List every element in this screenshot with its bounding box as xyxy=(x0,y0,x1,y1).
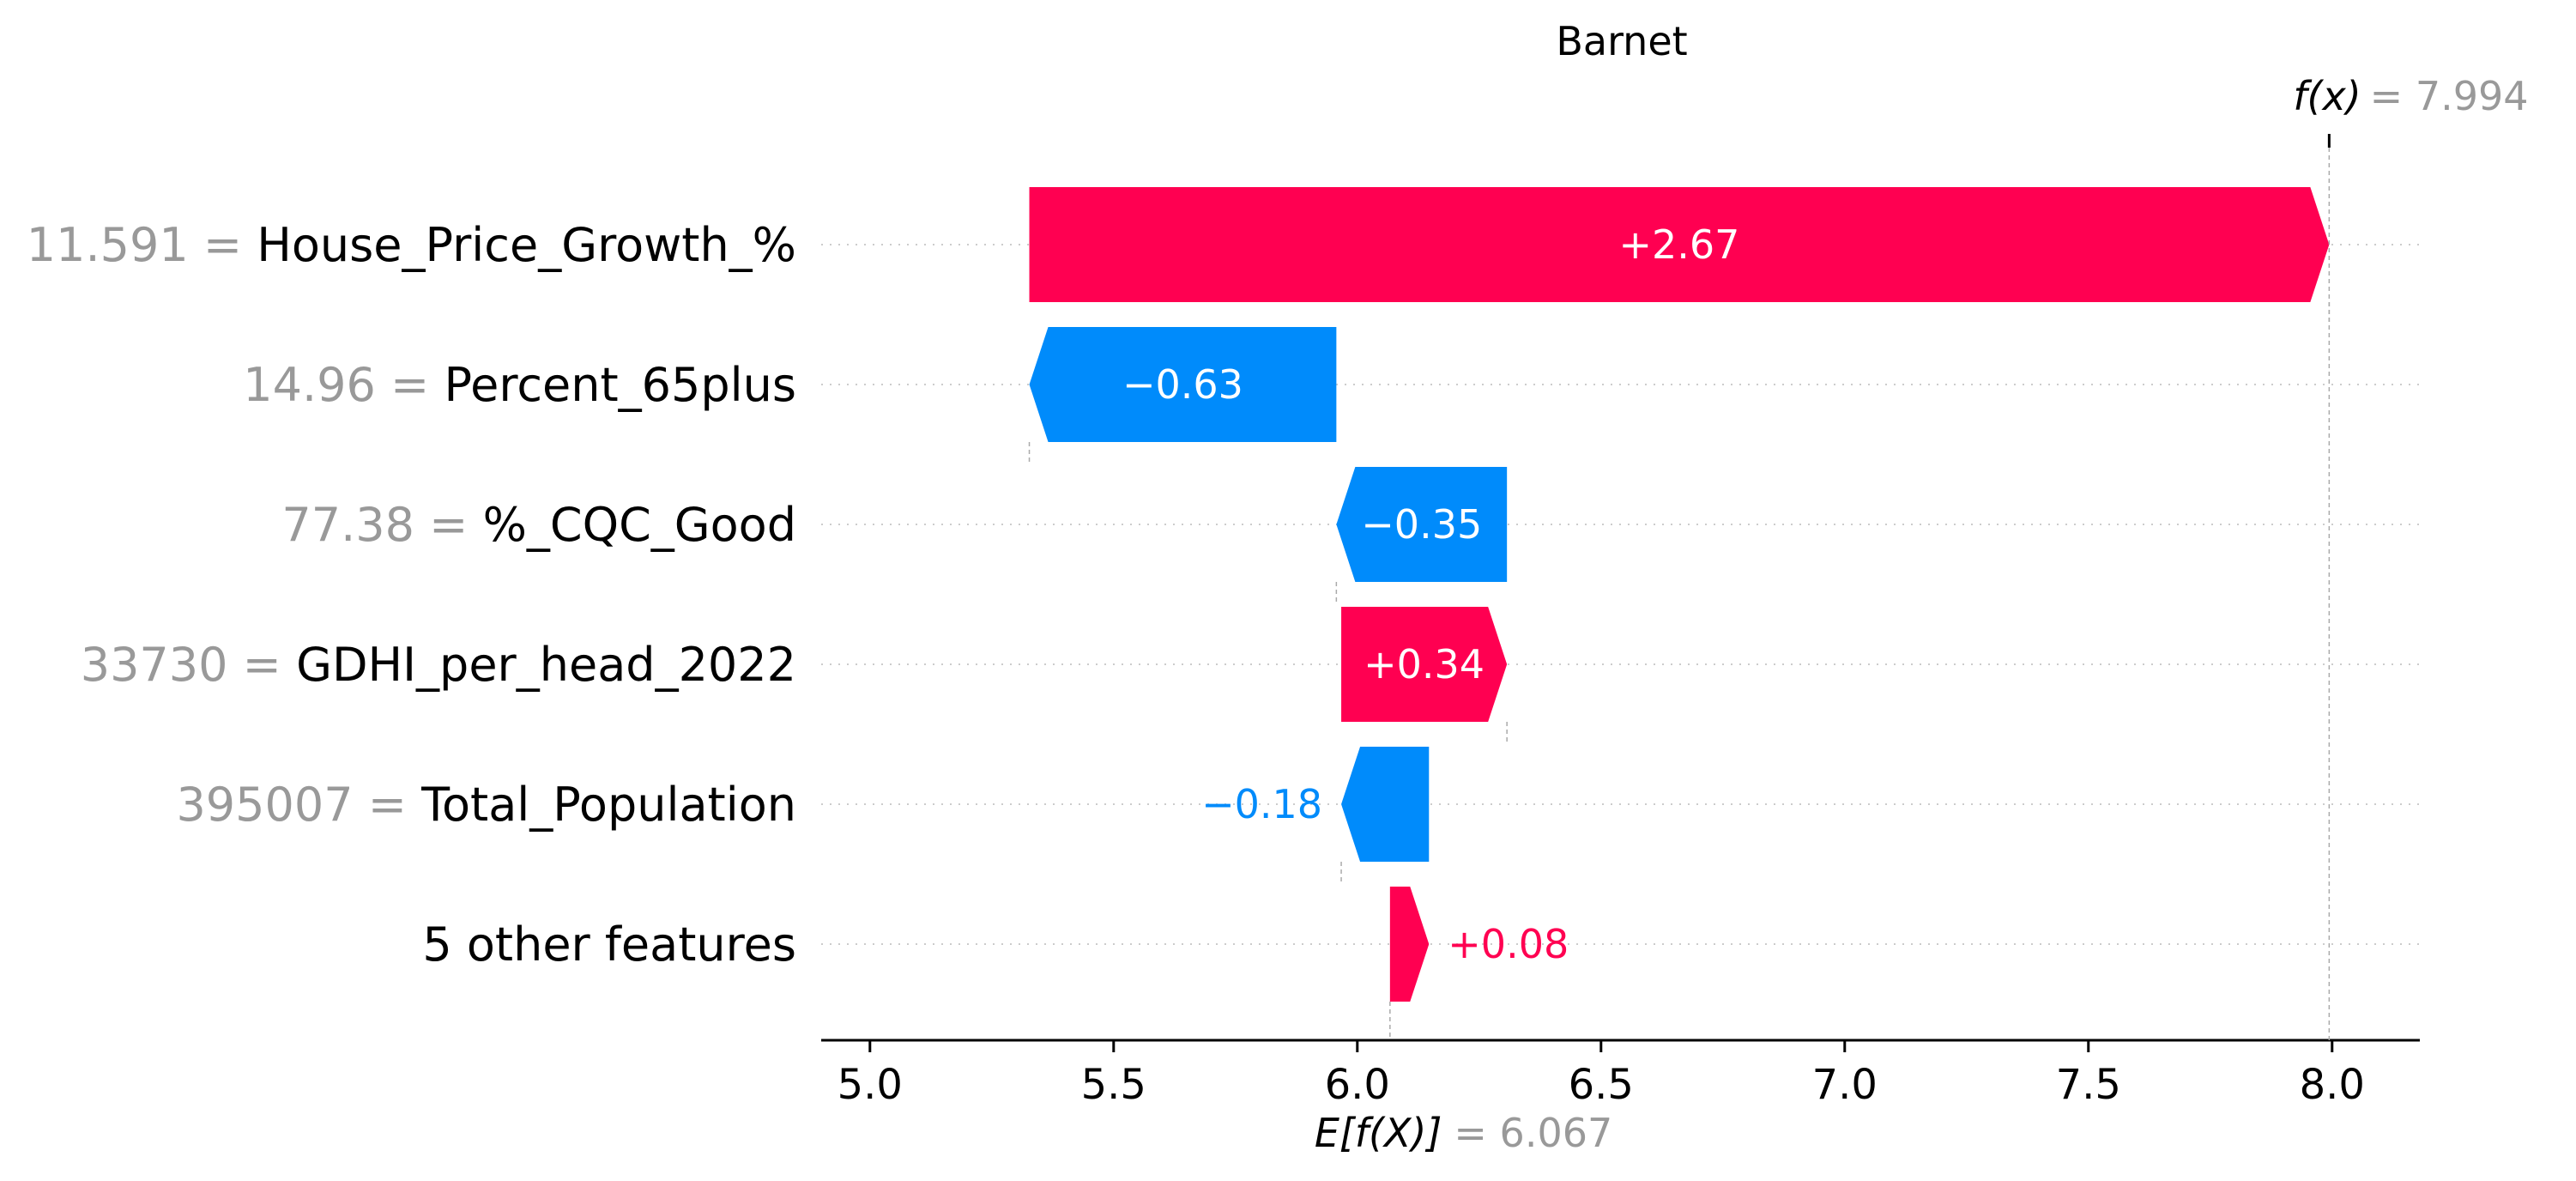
feature-equals: = xyxy=(376,358,444,412)
bar-value-label: −0.18 xyxy=(1201,781,1322,827)
feature-value: 14.96 xyxy=(243,358,376,412)
negative-bar xyxy=(1336,467,1508,582)
feature-label: 33730 = GDHI_per_head_2022 xyxy=(81,638,796,692)
feature-label: 11.591 = House_Price_Growth_% xyxy=(27,218,796,272)
feature-equals: = xyxy=(354,778,422,832)
base-value-marker: E[f(X)] = 6.067 xyxy=(1315,1002,1612,1156)
output-value-marker: f(x) = 7.994 xyxy=(2293,73,2529,1040)
base-symbol: E[f(X)] xyxy=(1315,1110,1442,1156)
bars xyxy=(1029,187,2330,1002)
feature-name: Total_Population xyxy=(420,778,796,832)
negative-bar xyxy=(1341,747,1430,862)
feature-value: 77.38 xyxy=(281,498,414,552)
x-tick-label: 6.5 xyxy=(1569,1061,1634,1109)
x-tick-label: 5.0 xyxy=(838,1061,903,1109)
output-symbol: f(x) xyxy=(2293,73,2361,119)
x-tick-label: 6.0 xyxy=(1325,1061,1390,1109)
bar-value-label: +0.08 xyxy=(1448,921,1569,967)
positive-bar xyxy=(1029,187,2330,302)
feature-label: 14.96 = Percent_65plus xyxy=(243,358,796,412)
feature-equals: = xyxy=(228,638,297,692)
x-tick-label: 5.5 xyxy=(1081,1061,1146,1109)
negative-bar xyxy=(1029,327,1337,442)
bar-value-label: −0.35 xyxy=(1361,501,1482,548)
feature-value: 395007 xyxy=(176,778,353,832)
feature-label: 77.38 = %_CQC_Good xyxy=(281,498,796,552)
base-value: = 6.067 xyxy=(1454,1110,1612,1156)
x-axis: 5.0 5.5 6.0 6.5 7.0 7.5 8.0 xyxy=(821,1039,2420,1109)
feature-name: GDHI_per_head_2022 xyxy=(296,638,796,692)
feature-value: 11.591 xyxy=(27,218,189,272)
bar-value-label: +0.34 xyxy=(1364,641,1485,687)
feature-equals: = xyxy=(189,218,257,272)
x-tick-label: 8.0 xyxy=(2300,1061,2365,1109)
output-value-label: f(x) = 7.994 xyxy=(2293,73,2528,119)
feature-name: Percent_65plus xyxy=(444,358,796,412)
bar-value-label: −0.63 xyxy=(1122,361,1243,408)
bar-value-label: +2.67 xyxy=(1618,221,1739,268)
x-tick-label: 7.5 xyxy=(2056,1061,2121,1109)
x-tick-label: 7.0 xyxy=(1812,1061,1878,1109)
feature-name: %_CQC_Good xyxy=(483,498,796,552)
output-value: = 7.994 xyxy=(2370,73,2529,119)
feature-label: 395007 = Total_Population xyxy=(176,778,796,832)
feature-name: House_Price_Growth_% xyxy=(257,218,796,272)
positive-bar xyxy=(1389,887,1430,1002)
feature-equals: = xyxy=(414,498,483,552)
base-value-label: E[f(X)] = 6.067 xyxy=(1315,1110,1612,1156)
feature-name: 5 other features xyxy=(422,918,796,972)
feature-label: 5 other features xyxy=(422,918,796,972)
chart-title: Barnet xyxy=(1556,18,1687,64)
positive-bar xyxy=(1341,607,1508,722)
feature-labels: +2.67 11.591 = House_Price_Growth_% −0.63 1… xyxy=(27,218,1740,972)
feature-value: 33730 xyxy=(81,638,228,692)
